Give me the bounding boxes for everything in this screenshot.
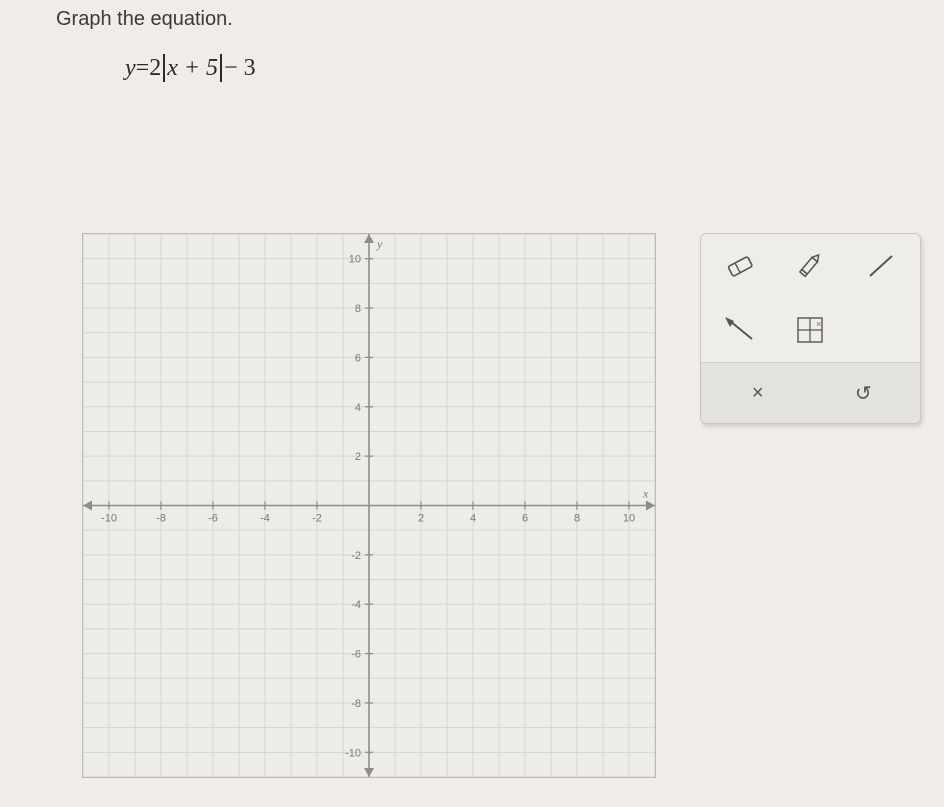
equation-abs-inner: x + 5 [167,55,218,82]
tool-row-2: × [701,298,920,362]
svg-text:-2: -2 [351,550,361,562]
equation-display: y = 2 x + 5 − 3 [125,54,256,82]
tool-pencil[interactable] [778,244,842,288]
equation-eq: = [136,55,150,82]
svg-text:-2: -2 [312,513,322,525]
svg-text:10: 10 [623,513,635,525]
clear-button[interactable]: × [705,373,811,413]
segment-icon [864,251,898,281]
svg-text:-10: -10 [101,513,117,525]
svg-text:-4: -4 [260,513,270,525]
svg-text:-6: -6 [208,513,218,525]
close-icon: × [752,382,764,405]
instruction-text: Graph the equation. [56,8,233,31]
svg-text:4: 4 [355,402,361,414]
tool-eraser[interactable] [708,244,772,288]
svg-text:8: 8 [574,513,580,525]
pencil-icon [793,251,827,281]
tool-empty-slot [849,308,913,352]
abs-bar-left [163,54,165,82]
svg-text:-4: -4 [351,599,361,611]
svg-text:8: 8 [355,303,361,315]
svg-text:4: 4 [470,513,476,525]
svg-text:y: y [376,237,383,251]
svg-text:-8: -8 [351,698,361,710]
graph-canvas[interactable]: -10 -8 -6 -4 -2 2 4 6 8 10 10 8 6 4 2 -2 -4 -6 -8 -10 x y [82,233,656,778]
svg-text:-10: -10 [345,747,361,759]
graph-grid-svg: -10 -8 -6 -4 -2 2 4 6 8 10 10 8 6 4 2 -2 -4 -6 -8 -10 x y [83,234,655,777]
svg-text:-8: -8 [156,513,166,525]
equation-tail: − 3 [224,55,256,82]
svg-text:6: 6 [355,352,361,364]
action-row: × ↺ [701,362,920,423]
tool-row-1 [701,234,920,298]
svg-text:2: 2 [355,451,361,463]
drawing-toolbox: × × ↺ [700,233,921,424]
svg-text:2: 2 [418,513,424,525]
svg-text:-6: -6 [351,649,361,661]
svg-text:10: 10 [349,254,361,266]
abs-bar-right [220,54,222,82]
svg-text:x: x [642,487,649,501]
tool-ray[interactable] [708,308,772,352]
undo-icon: ↺ [855,381,872,406]
equation-lhs: y [125,55,136,82]
svg-text:6: 6 [522,513,528,525]
tool-grid-point[interactable]: × [778,308,842,352]
ray-icon [722,315,758,345]
grid-point-marker: × [816,319,821,329]
undo-button[interactable]: ↺ [811,373,917,413]
tool-segment[interactable] [849,244,913,288]
eraser-icon [723,252,757,280]
equation-coeff: 2 [149,55,161,82]
grid-point-icon: × [794,315,826,345]
